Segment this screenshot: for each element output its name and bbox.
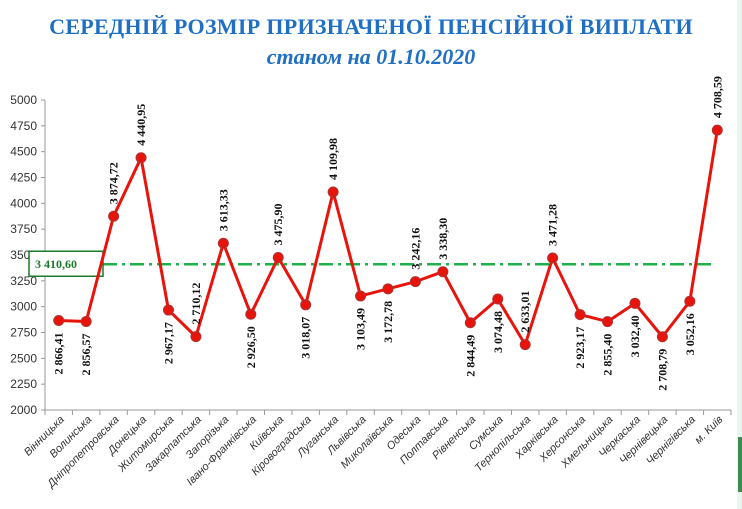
data-label: 2 923,17 <box>573 327 587 369</box>
y-tick-label: 5000 <box>10 93 37 107</box>
data-point <box>245 308 257 320</box>
data-label: 2 926,50 <box>244 326 258 368</box>
data-point <box>135 152 147 164</box>
average-label-box <box>28 250 104 277</box>
y-tick-label: 4250 <box>10 171 37 185</box>
y-tick-label: 4750 <box>10 119 37 133</box>
y-tick-label: 4000 <box>10 196 37 210</box>
chart-subtitle: станом на 01.10.2020 <box>266 44 476 69</box>
window-edge <box>737 0 742 509</box>
data-point <box>684 295 696 307</box>
scrollbar[interactable] <box>738 437 742 492</box>
data-label: 3 242,16 <box>408 228 422 270</box>
data-point <box>574 309 586 321</box>
data-point <box>492 293 504 305</box>
data-point <box>629 297 641 309</box>
data-point <box>409 276 421 288</box>
data-label: 4 109,98 <box>326 138 340 180</box>
data-point <box>162 304 174 316</box>
data-point <box>217 237 229 249</box>
y-tick-label: 4500 <box>10 145 37 159</box>
data-point <box>190 331 202 343</box>
data-label: 2 856,57 <box>79 333 93 375</box>
data-label: 3 018,07 <box>299 317 313 359</box>
data-label: 3 052,16 <box>683 313 697 355</box>
data-point <box>80 315 92 327</box>
data-label: 4 440,95 <box>134 104 148 146</box>
y-tick-label: 2250 <box>10 377 37 391</box>
y-tick-label: 3000 <box>10 300 37 314</box>
data-label: 2 844,49 <box>463 335 477 377</box>
data-point <box>272 251 284 263</box>
data-label: 3 471,28 <box>546 204 560 246</box>
data-point <box>327 186 339 198</box>
data-point <box>108 210 120 222</box>
x-tick-label: м. Київ <box>693 413 726 446</box>
data-point <box>464 317 476 329</box>
y-tick-label: 3250 <box>10 274 37 288</box>
data-point <box>53 314 65 326</box>
data-label: 2 633,01 <box>518 291 532 333</box>
average-label: 3 410,60 <box>35 257 77 271</box>
y-tick-label: 2750 <box>10 326 37 340</box>
data-point <box>602 316 614 328</box>
data-label: 2 866,41 <box>52 332 66 374</box>
data-point <box>382 283 394 295</box>
data-point <box>437 266 449 278</box>
x-tick-label: Чернігівська <box>644 414 698 468</box>
y-tick-label: 2000 <box>10 403 37 417</box>
y-tick-label: 3750 <box>10 222 37 236</box>
data-label: 3 613,33 <box>216 189 230 231</box>
data-label: 3 874,72 <box>107 162 121 204</box>
data-label: 2 710,12 <box>189 283 203 325</box>
data-point <box>355 290 367 302</box>
data-point <box>300 299 312 311</box>
data-label: 2 967,17 <box>161 322 175 364</box>
data-label: 3 103,49 <box>354 308 368 350</box>
chart-title: СЕРЕДНІЙ РОЗМІР ПРИЗНАЧЕНОЇ ПЕНСІЙНОЇ ВИ… <box>49 14 693 39</box>
y-tick-label: 2500 <box>10 351 37 365</box>
data-point <box>547 252 559 264</box>
data-label: 3 032,40 <box>628 315 642 357</box>
data-label: 3 338,30 <box>436 218 450 260</box>
data-label: 4 708,59 <box>710 76 724 118</box>
data-label: 3 172,78 <box>381 301 395 343</box>
data-label: 2 855,40 <box>601 334 615 376</box>
data-label: 2 708,79 <box>655 349 669 391</box>
data-point <box>711 124 723 136</box>
data-point <box>656 331 668 343</box>
data-label: 3 074,48 <box>491 311 505 353</box>
data-point <box>519 339 531 351</box>
data-label: 3 475,90 <box>271 203 285 245</box>
